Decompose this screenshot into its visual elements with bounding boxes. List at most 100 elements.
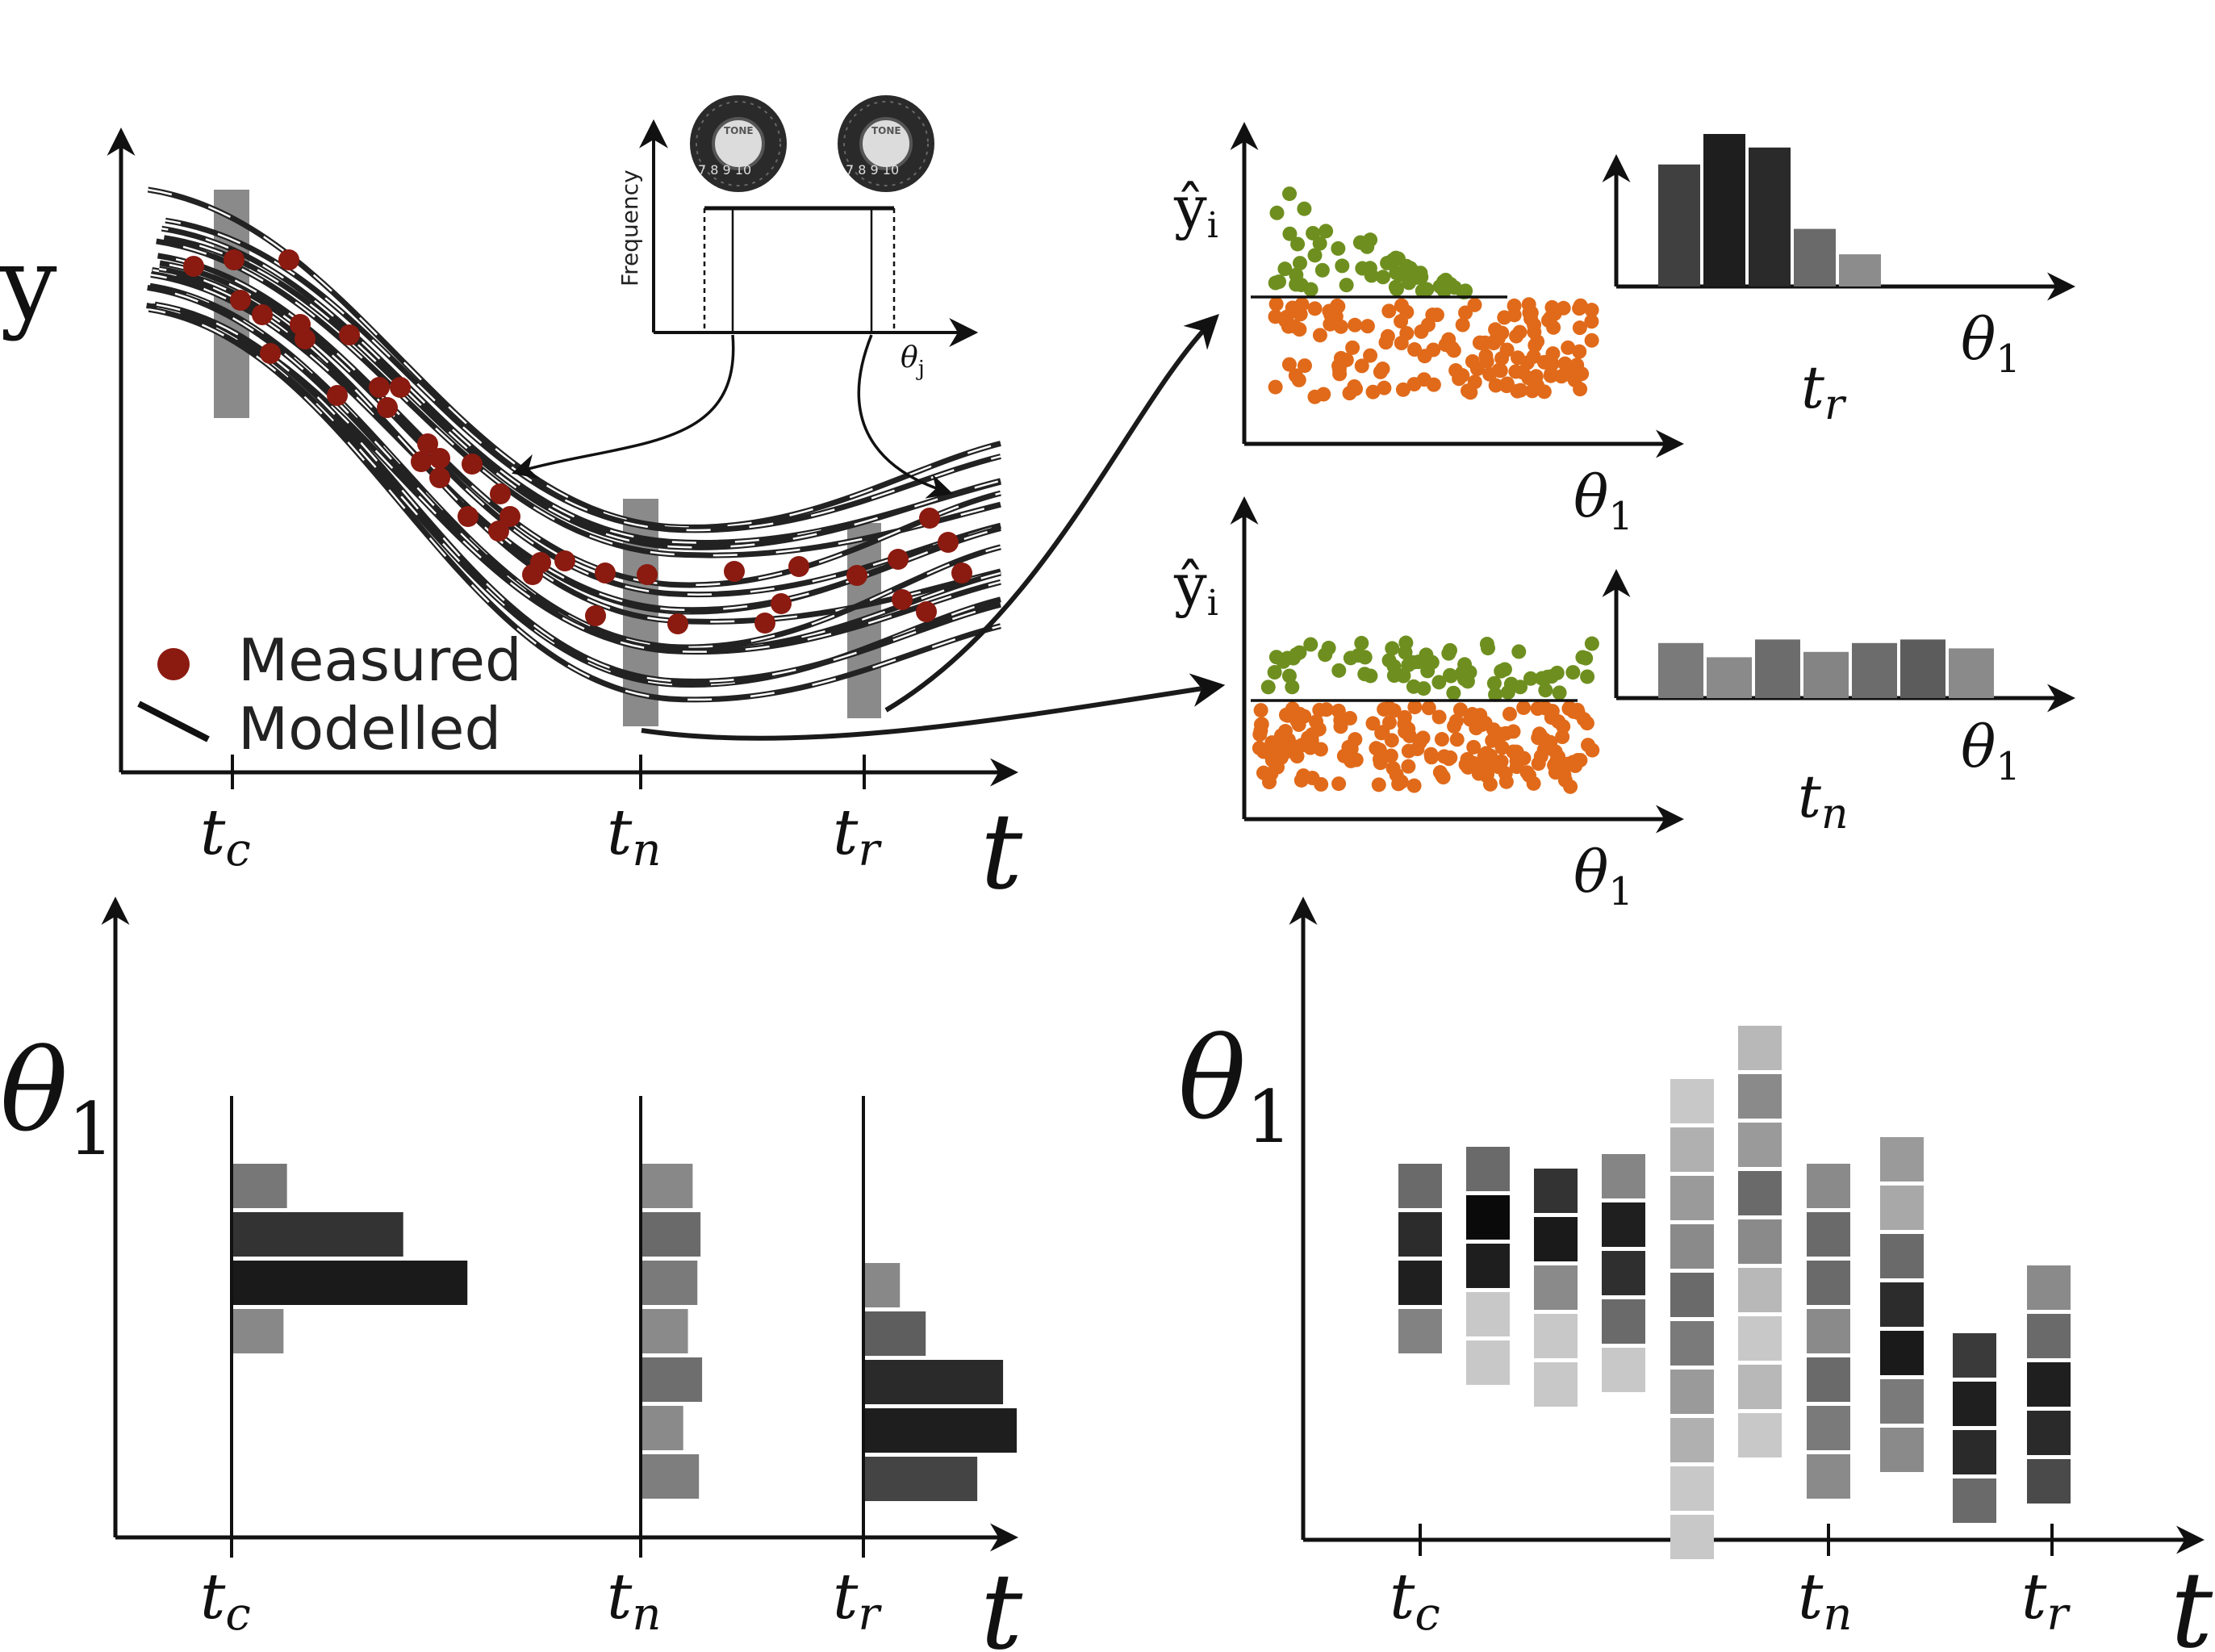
- accepted-sample: [1335, 258, 1350, 274]
- rejected-sample: [1313, 742, 1328, 757]
- heatmap-cell: [1807, 1164, 1850, 1208]
- accepted-sample: [1319, 224, 1334, 239]
- heatmap-cell: [1534, 1362, 1578, 1407]
- posterior-bars: [233, 1164, 1017, 1501]
- accepted-sample: [1375, 270, 1390, 285]
- heatmap-cell: [1880, 1137, 1924, 1181]
- posterior-bar: [865, 1360, 1004, 1404]
- accepted-sample: [1292, 256, 1307, 271]
- histogram-bar: [1949, 648, 1994, 698]
- rejected-sample: [1488, 378, 1503, 393]
- heatmap-cell: [1534, 1169, 1578, 1213]
- accepted-sample: [1306, 225, 1321, 240]
- rejected-sample: [1498, 766, 1513, 781]
- measured-points: [183, 249, 972, 634]
- scatter-y-label: ŷi: [1173, 551, 1218, 624]
- posterior-bar: [642, 1309, 688, 1353]
- rejected-sample: [1354, 358, 1369, 374]
- rejected-sample: [1394, 298, 1409, 313]
- accepted-sample: [1388, 279, 1403, 295]
- measured-point: [183, 256, 204, 277]
- accepted-sample: [1552, 685, 1567, 701]
- heatmap-cell: [1670, 1515, 1714, 1559]
- rejected-sample: [1469, 721, 1484, 736]
- accepted-sample: [1357, 650, 1373, 665]
- accepted-sample: [1289, 647, 1304, 663]
- t-axis-label: t: [980, 1550, 1023, 1652]
- hist-caption: tr: [1801, 353, 1847, 429]
- measured-point: [788, 556, 809, 577]
- accepted-sample: [1277, 261, 1293, 277]
- rejected-sample: [1508, 364, 1523, 379]
- heatmap-cell: [1398, 1309, 1442, 1353]
- accepted-sample: [1268, 650, 1284, 665]
- heatmap-cell: [2027, 1314, 2071, 1358]
- heatmap-cell: [1880, 1282, 1924, 1327]
- accepted-sample: [1362, 261, 1377, 276]
- measured-point: [916, 601, 937, 622]
- heatmap-cell: [1466, 1195, 1510, 1240]
- heatmap-cell: [1738, 1074, 1782, 1119]
- posterior-bar: [233, 1261, 468, 1305]
- measured-point: [888, 549, 909, 570]
- rejected-sample: [1556, 719, 1571, 734]
- model-trajectory-panel: Measured Modelled tc tn tr y t: [0, 128, 1023, 913]
- accepted-sample: [1486, 675, 1502, 691]
- rejected-sample: [1449, 732, 1465, 747]
- rejected-sample: [1369, 741, 1384, 756]
- rejected-sample: [1431, 709, 1447, 725]
- legend-modelled-marker: [137, 701, 210, 742]
- histogram-bar: [1755, 639, 1800, 698]
- heatmap-cell: [1670, 1273, 1714, 1317]
- heatmap-cell: [1880, 1234, 1924, 1278]
- rejected-sample: [1330, 298, 1345, 313]
- rejected-sample: [1297, 358, 1312, 374]
- heatmap-cell: [1398, 1212, 1442, 1257]
- accepted-sample: [1406, 679, 1421, 694]
- heatmap-cell: [1807, 1261, 1850, 1305]
- rejected-sample: [1523, 312, 1539, 327]
- histogram-bar: [1749, 147, 1791, 286]
- posterior-bar: [642, 1357, 703, 1402]
- tone-knob-icon[interactable]: TONE 7 8 9 10: [690, 95, 787, 192]
- rejected-sample: [1494, 754, 1509, 769]
- rejected-sample: [1572, 301, 1587, 316]
- heatmap-cell: [1466, 1340, 1510, 1385]
- rejected-sample: [1365, 384, 1381, 399]
- rejected-sample: [1572, 320, 1587, 336]
- posterior-heatmap: [1398, 1026, 2071, 1559]
- trajectory-dash: [149, 284, 1001, 649]
- accepted-sample: [1394, 267, 1410, 282]
- rejected-sample: [1494, 351, 1510, 366]
- measured-point: [724, 561, 745, 582]
- measured-point: [411, 451, 432, 472]
- posterior-snapshots-panel: θ1 tc tn tr t: [0, 897, 1023, 1652]
- rejected-sample: [1374, 726, 1390, 741]
- heatmap-cell: [1602, 1251, 1645, 1295]
- rejected-sample: [1465, 353, 1480, 369]
- measured-point: [417, 433, 438, 454]
- heatmap-cell: [1880, 1379, 1924, 1424]
- accepted-sample: [1390, 251, 1406, 266]
- accepted-sample: [1386, 668, 1402, 684]
- rejected-sample: [1268, 379, 1283, 395]
- y-axis-label: y: [0, 226, 57, 343]
- rejected-sample: [1426, 377, 1441, 392]
- accepted-sample: [1457, 657, 1473, 672]
- rejected-sample: [1536, 354, 1552, 370]
- rejected-sample: [1556, 300, 1571, 316]
- measured-point: [339, 324, 360, 345]
- accepted-sample: [1442, 667, 1457, 683]
- trajectory-dash: [159, 267, 1001, 623]
- posterior-histogram: [1658, 134, 1881, 286]
- accepted-sample: [1307, 248, 1323, 263]
- rejected-sample: [1417, 349, 1432, 364]
- rejected-sample: [1491, 362, 1507, 378]
- scatter-y-label: ŷi: [1173, 174, 1218, 246]
- posterior-bar: [642, 1261, 698, 1305]
- rejected-sample: [1333, 350, 1348, 366]
- accepted-sample: [1297, 201, 1312, 216]
- tone-knob-icon[interactable]: TONE 7 8 9 10: [838, 95, 934, 192]
- accepted-sample: [1282, 226, 1298, 241]
- rejected-sample: [1521, 297, 1536, 312]
